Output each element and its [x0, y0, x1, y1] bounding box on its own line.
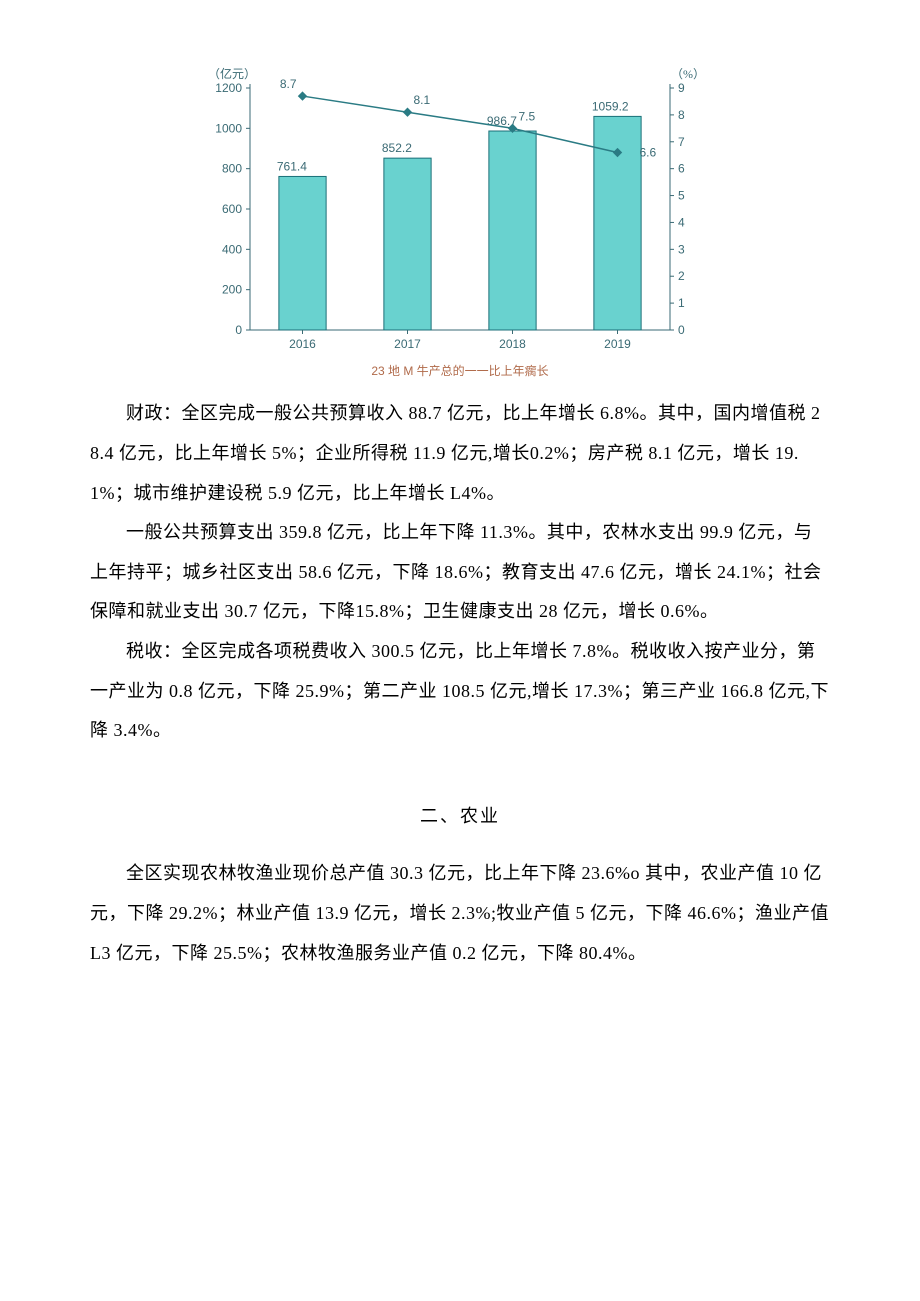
svg-text:（%）: （%）	[671, 67, 705, 81]
svg-text:（亿元）: （亿元）	[208, 66, 256, 81]
chart-container: 0 200 400 600 800 1000 1200 0 1 2 3 4 5 6 7 8 9 （亿元） （%） 76…	[180, 60, 740, 384]
svg-text:2016: 2016	[289, 337, 316, 351]
svg-text:200: 200	[222, 283, 242, 297]
section-title-agriculture: 二、农业	[90, 797, 830, 837]
svg-text:4: 4	[678, 215, 685, 229]
svg-text:2019: 2019	[604, 337, 631, 351]
svg-text:2: 2	[678, 269, 685, 283]
paragraph-agriculture: 全区实现农林牧渔业现价总产值 30.3 亿元，比上年下降 23.6%o 其中，农…	[90, 854, 830, 973]
svg-text:0: 0	[678, 323, 685, 337]
paragraph-tax: 税收：全区完成各项税费收入 300.5 亿元，比上年增长 7.8%。税收收入按产…	[90, 632, 830, 751]
svg-text:800: 800	[222, 162, 242, 176]
svg-text:1059.2: 1059.2	[592, 99, 629, 113]
svg-text:6: 6	[678, 162, 685, 176]
svg-text:9: 9	[678, 81, 685, 95]
svg-text:7.5: 7.5	[519, 109, 536, 123]
svg-text:1: 1	[678, 296, 685, 310]
svg-text:400: 400	[222, 242, 242, 256]
svg-text:761.4: 761.4	[277, 159, 307, 173]
svg-text:8.7: 8.7	[280, 77, 297, 91]
svg-text:600: 600	[222, 202, 242, 216]
svg-text:3: 3	[678, 242, 685, 256]
svg-text:1200: 1200	[215, 81, 242, 95]
svg-text:5: 5	[678, 189, 685, 203]
paragraph-finance-1: 财政：全区完成一般公共预算收入 88.7 亿元，比上年增长 6.8%。其中，国内…	[90, 394, 830, 513]
svg-text:0: 0	[235, 323, 242, 337]
svg-text:852.2: 852.2	[382, 141, 412, 155]
svg-text:2017: 2017	[394, 337, 421, 351]
svg-text:2018: 2018	[499, 337, 526, 351]
chart-svg: 0 200 400 600 800 1000 1200 0 1 2 3 4 5 6 7 8 9 （亿元） （%） 76…	[180, 60, 740, 360]
svg-text:8: 8	[678, 108, 685, 122]
chart-caption: 23 地 M 牛产总的一一比上年瘸长	[180, 358, 740, 384]
chart-plot: 0 200 400 600 800 1000 1200 0 1 2 3 4 5 6 7 8 9 （亿元） （%） 76…	[180, 60, 740, 360]
svg-text:7: 7	[678, 135, 685, 149]
body-text: 财政：全区完成一般公共预算收入 88.7 亿元，比上年增长 6.8%。其中，国内…	[90, 394, 830, 973]
svg-text:6.6: 6.6	[640, 146, 657, 160]
svg-text:8.1: 8.1	[414, 93, 431, 107]
svg-text:1000: 1000	[215, 121, 242, 135]
paragraph-finance-2: 一般公共预算支出 359.8 亿元，比上年下降 11.3%。其中，农林水支出 9…	[90, 513, 830, 632]
